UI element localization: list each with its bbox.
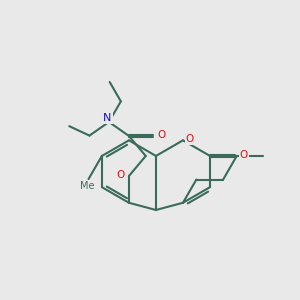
Text: O: O bbox=[239, 150, 248, 161]
Text: N: N bbox=[103, 113, 112, 123]
Text: Me: Me bbox=[80, 181, 94, 190]
Text: O: O bbox=[185, 134, 194, 144]
Text: O: O bbox=[158, 130, 166, 140]
Text: O: O bbox=[116, 170, 125, 180]
